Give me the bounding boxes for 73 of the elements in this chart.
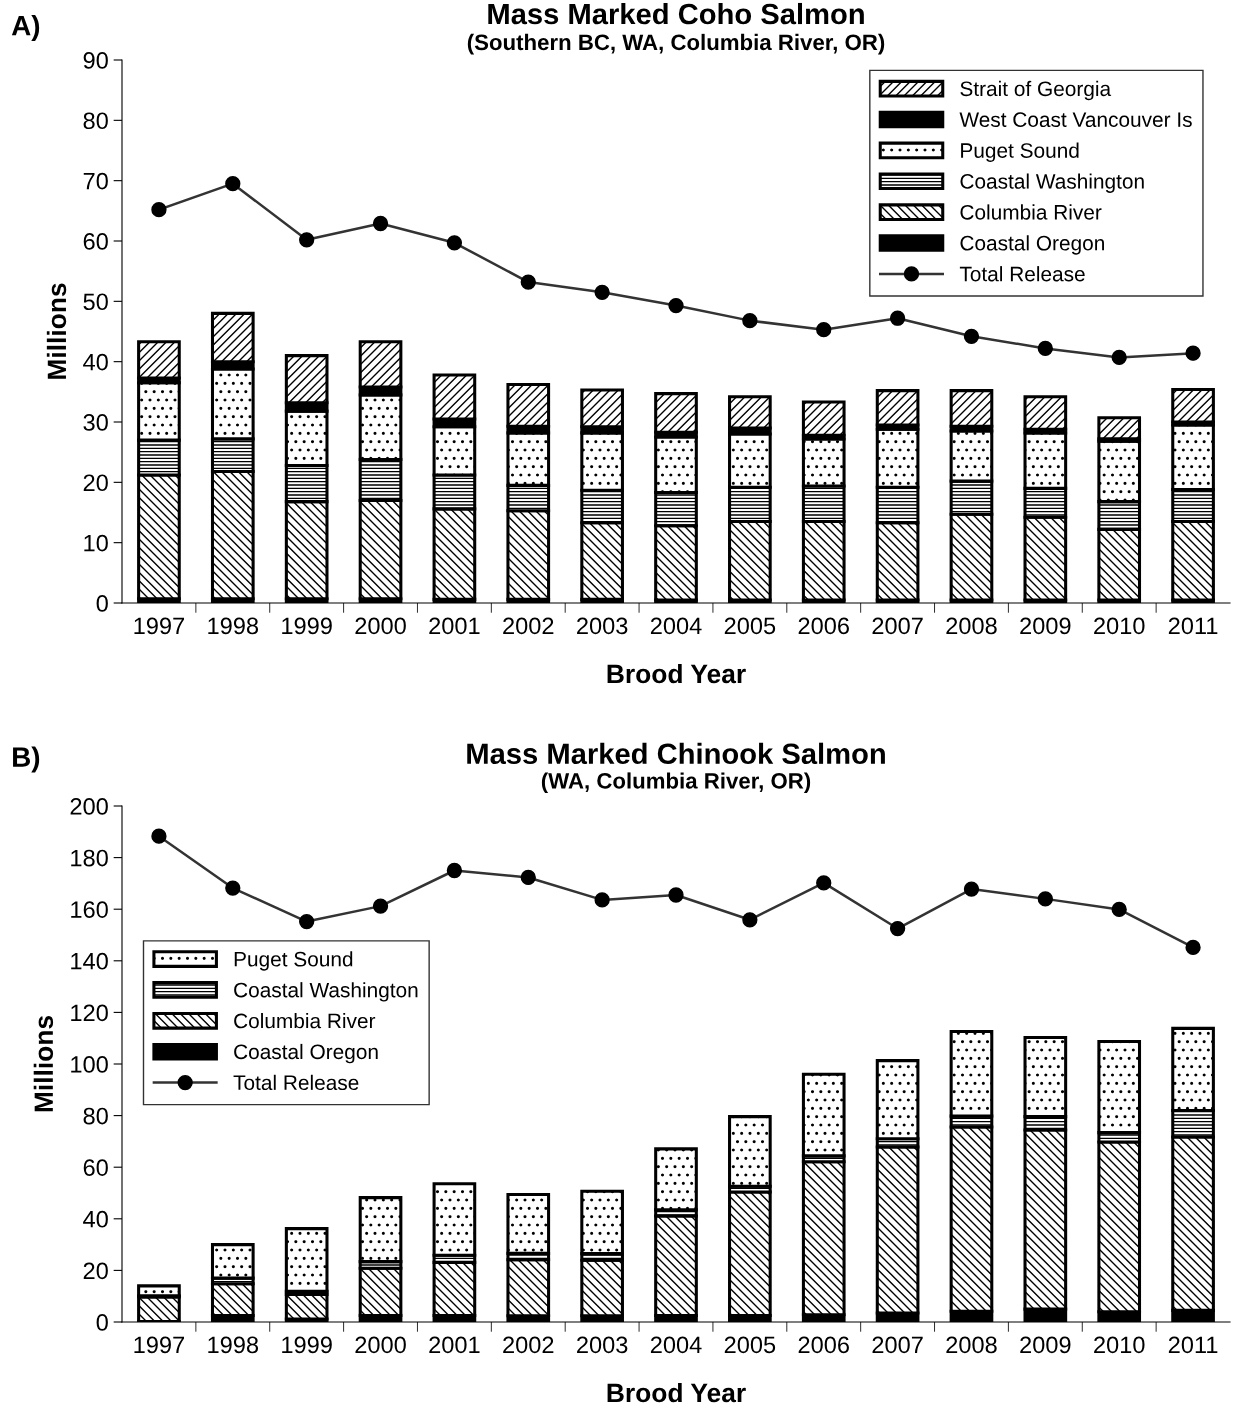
x-tick-label: 2007	[872, 1336, 923, 1354]
legend-label: Total Release	[959, 266, 1085, 282]
x-tick-label: 2000	[355, 1336, 406, 1354]
y-tick-label: 140	[71, 952, 108, 970]
y-tick-label: 50	[83, 293, 108, 311]
chart-title: Mass Marked Chinook Salmon	[467, 742, 885, 765]
x-tick-label: 1998	[208, 1336, 259, 1354]
y-tick-label: 70	[83, 172, 108, 190]
x-tick-label: 2002	[503, 1336, 554, 1354]
chart-subtitle: (WA, Columbia River, OR)	[541, 772, 811, 794]
y-tick-label: 60	[83, 233, 108, 250]
x-tick-label: 2005	[724, 1336, 776, 1354]
y-tick-label: 200	[70, 798, 108, 815]
x-tick-label: 2001	[429, 617, 480, 635]
x-tick-label: 2009	[1020, 1336, 1071, 1354]
legend-label: West Coast Vancouver Is	[959, 112, 1192, 128]
x-tick-label: 2004	[650, 617, 702, 635]
legend-label: Strait of Georgia	[960, 80, 1112, 101]
legend-label: Coastal Oregon	[960, 235, 1104, 255]
x-tick-label: 2008	[946, 617, 997, 635]
legend-label: Coastal Oregon	[234, 1043, 378, 1064]
y-tick-label: 120	[71, 1004, 108, 1022]
y-tick-label: 180	[71, 849, 108, 867]
x-tick-label: 2005	[724, 617, 776, 635]
y-tick-label: 0	[96, 595, 108, 612]
x-tick-label: 2010	[1094, 617, 1145, 635]
x-tick-label: 2007	[872, 617, 923, 635]
y-tick-label: 100	[71, 1056, 108, 1073]
legend-label: Columbia River	[234, 1013, 376, 1029]
legend-label: Total Release	[233, 1074, 359, 1091]
x-tick-label: 1998	[208, 617, 259, 635]
legend-label: Coastal Washington	[234, 982, 418, 1002]
text: A)	[11, 15, 40, 41]
x-tick-label: 2011	[1168, 1336, 1218, 1354]
x-tick-label: 1997	[134, 1336, 185, 1354]
legend-label: Coastal Washington	[960, 173, 1144, 193]
x-tick-label: 2003	[577, 1336, 628, 1354]
y-axis-title: Millions	[46, 283, 67, 379]
x-tick-label: 2002	[503, 617, 554, 635]
y-tick-label: 10	[84, 534, 108, 552]
x-tick-label: 2001	[429, 1336, 480, 1354]
x-tick-label: 2003	[577, 617, 628, 635]
x-axis-title: Brood Year	[607, 663, 746, 684]
legend-label: Puget Sound	[234, 951, 353, 971]
y-tick-label: 30	[83, 414, 108, 431]
chart-subtitle: (Southern BC, WA, Columbia River, OR)	[467, 33, 885, 55]
x-tick-label: 2006	[798, 1336, 849, 1354]
legend-label: Puget Sound	[961, 142, 1079, 163]
x-tick-label: 2010	[1094, 1336, 1145, 1354]
y-tick-label: 0	[96, 1314, 108, 1331]
x-tick-label: 2000	[355, 617, 406, 635]
x-tick-label: 1999	[282, 1336, 332, 1354]
y-tick-label: 60	[83, 1159, 108, 1176]
y-tick-label: 40	[83, 1210, 108, 1228]
x-tick-label: 2006	[798, 617, 849, 635]
y-tick-label: 40	[83, 353, 108, 371]
x-tick-label: 2004	[650, 1336, 702, 1354]
x-tick-label: 2009	[1020, 617, 1071, 635]
y-tick-label: 160	[71, 901, 108, 918]
x-tick-label: 2008	[946, 1336, 997, 1354]
y-axis-title: Millions	[33, 1015, 54, 1112]
y-tick-label: 80	[83, 1107, 108, 1125]
y-tick-label: 20	[83, 474, 108, 492]
legend-label: Columbia River	[960, 204, 1102, 220]
x-tick-label: 1997	[134, 617, 185, 635]
x-tick-label: 1999	[282, 617, 332, 635]
x-axis-title: Brood Year	[607, 1382, 746, 1403]
y-tick-label: 80	[83, 112, 108, 130]
x-tick-label: 2011	[1168, 617, 1218, 635]
chart-title: Mass Marked Coho Salmon	[488, 2, 864, 25]
y-tick-label: 20	[83, 1262, 108, 1280]
y-tick-label: 90	[83, 52, 108, 69]
text: B)	[13, 746, 40, 773]
